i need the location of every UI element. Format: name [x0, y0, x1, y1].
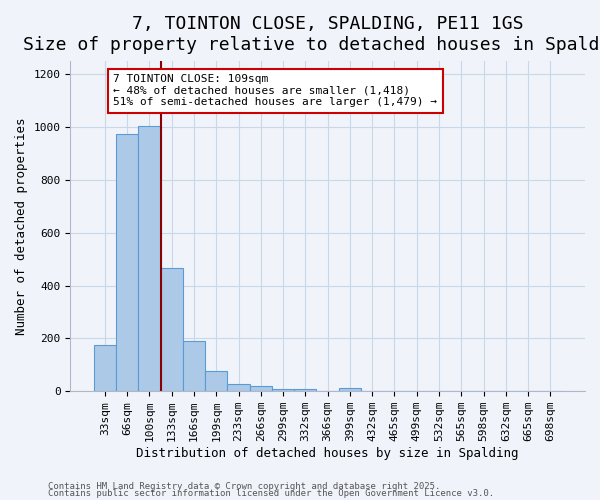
Bar [205, 372, 227, 391]
Text: 7 TOINTON CLOSE: 109sqm
← 48% of detached houses are smaller (1,418)
51% of semi: 7 TOINTON CLOSE: 109sqm ← 48% of detache… [113, 74, 437, 108]
Bar [138, 126, 161, 391]
Bar [161, 268, 183, 391]
Bar [183, 341, 205, 391]
Bar [272, 388, 294, 391]
Bar [94, 345, 116, 391]
Bar [227, 384, 250, 391]
X-axis label: Distribution of detached houses by size in Spalding: Distribution of detached houses by size … [136, 447, 519, 460]
Bar [294, 389, 316, 391]
Text: Contains public sector information licensed under the Open Government Licence v3: Contains public sector information licen… [48, 489, 494, 498]
Text: Contains HM Land Registry data © Crown copyright and database right 2025.: Contains HM Land Registry data © Crown c… [48, 482, 440, 491]
Bar [250, 386, 272, 391]
Title: 7, TOINTON CLOSE, SPALDING, PE11 1GS
Size of property relative to detached house: 7, TOINTON CLOSE, SPALDING, PE11 1GS Siz… [23, 15, 600, 54]
Bar [116, 134, 138, 391]
Y-axis label: Number of detached properties: Number of detached properties [15, 118, 28, 335]
Bar [339, 388, 361, 391]
